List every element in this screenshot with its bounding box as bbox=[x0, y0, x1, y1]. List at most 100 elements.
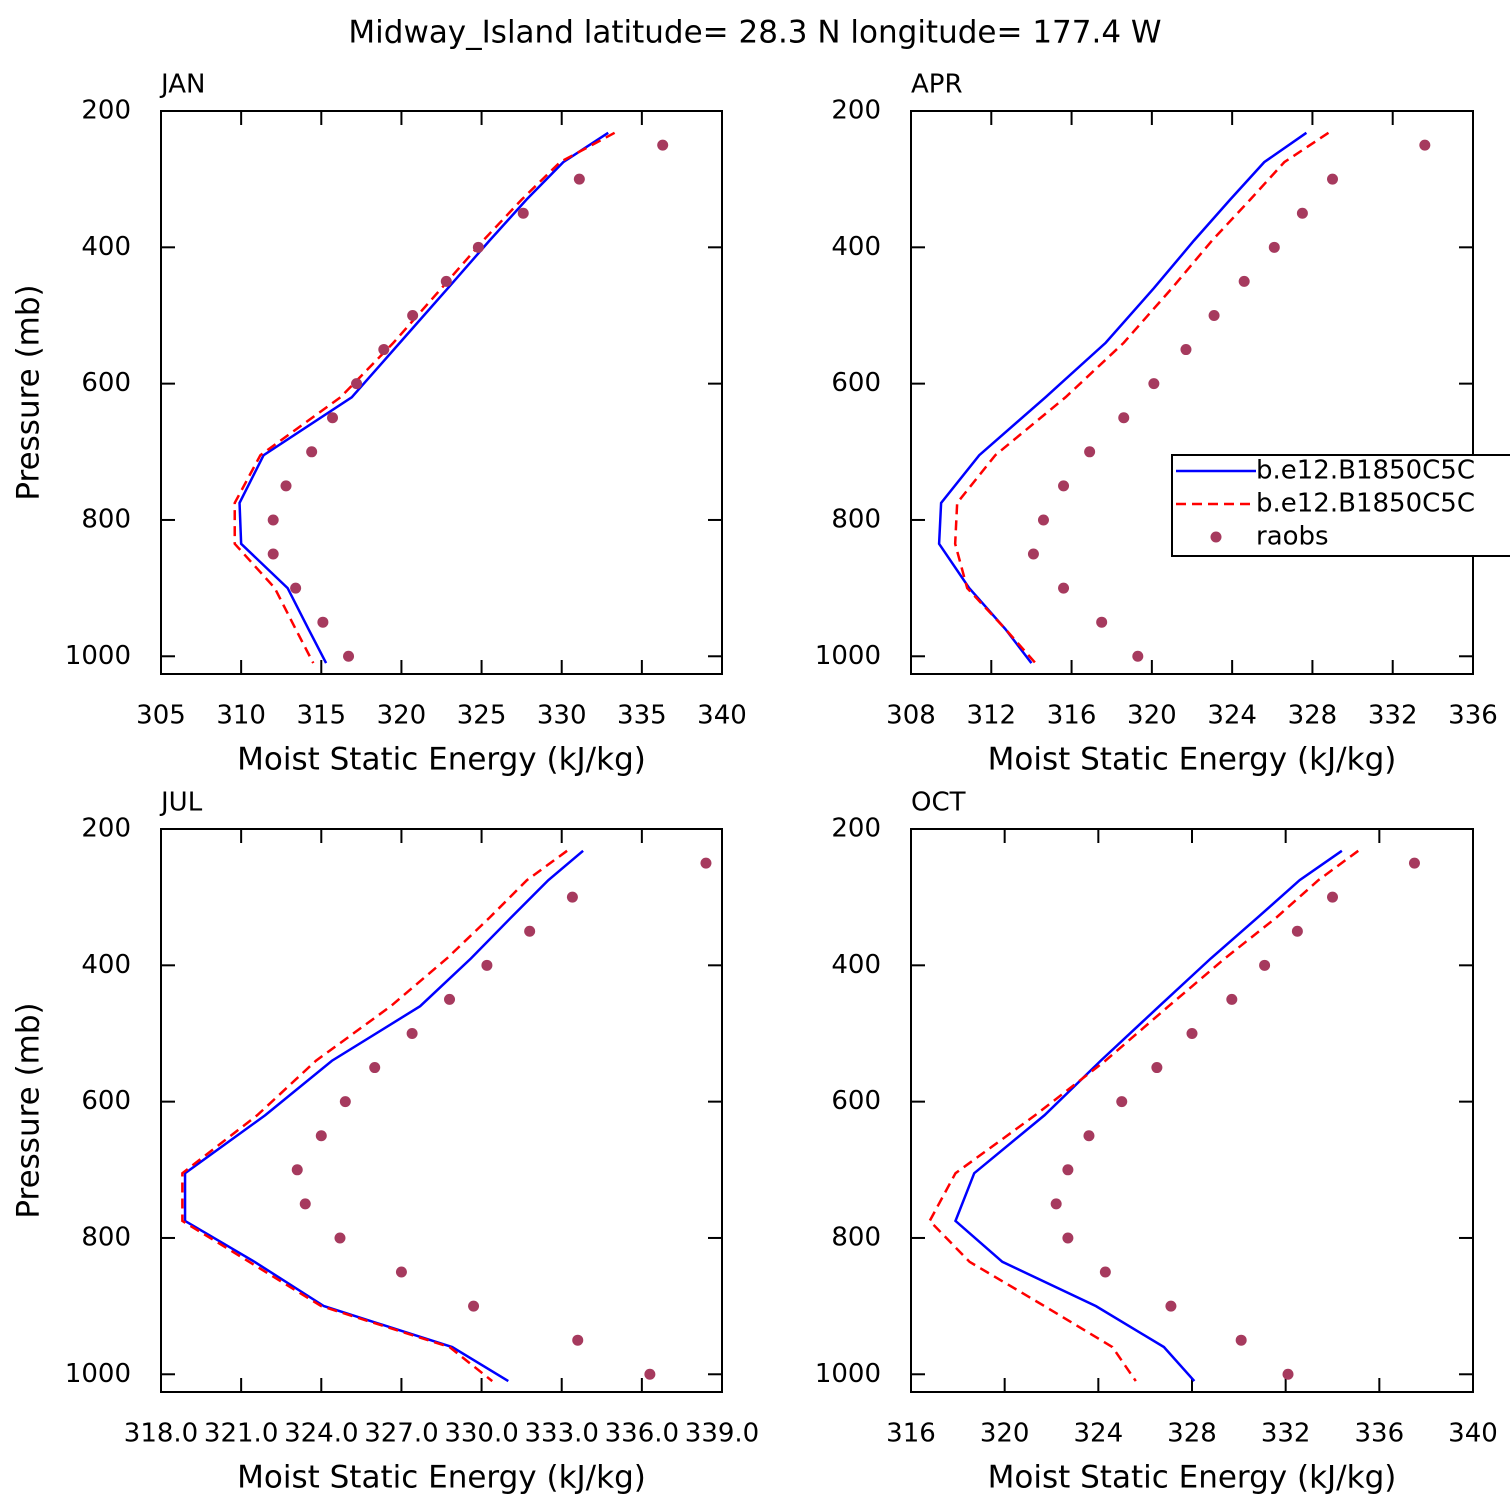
x-tick-label: 330 bbox=[537, 701, 587, 731]
raob-point bbox=[517, 207, 529, 219]
raob-point bbox=[700, 857, 712, 869]
x-tick-label: 328 bbox=[1288, 701, 1338, 731]
panel-title: APR bbox=[911, 70, 963, 100]
legend-label: b.e12.B1850C5C bbox=[1256, 456, 1475, 486]
x-tick-label: 332 bbox=[1261, 1419, 1311, 1449]
y-tick-label: 400 bbox=[831, 232, 881, 262]
model-line bbox=[954, 849, 1343, 1382]
raob-point bbox=[472, 241, 484, 253]
y-tick-label: 800 bbox=[81, 504, 131, 534]
legend-label: raobs bbox=[1256, 522, 1329, 552]
raob-point bbox=[1408, 857, 1420, 869]
raob-point bbox=[1268, 241, 1280, 253]
raob-point bbox=[290, 582, 302, 594]
x-tick-label: 310 bbox=[216, 701, 266, 731]
raob-point bbox=[317, 616, 329, 628]
x-tick-label: 340 bbox=[1448, 1419, 1498, 1449]
x-tick-label: 324 bbox=[1074, 1419, 1124, 1449]
plot-frame bbox=[160, 828, 723, 1393]
x-tick-label: 320 bbox=[980, 1419, 1030, 1449]
x-tick-label: 332 bbox=[1368, 701, 1418, 731]
raob-point bbox=[1132, 650, 1144, 662]
x-tick-label: 335 bbox=[617, 701, 667, 731]
raob-point bbox=[1419, 139, 1431, 151]
plot-frame bbox=[910, 110, 1474, 675]
x-tick-label: 308 bbox=[886, 701, 936, 731]
raob-point bbox=[1327, 173, 1338, 185]
x-tick-label: 318.0 bbox=[124, 1419, 198, 1449]
raob-point bbox=[1226, 993, 1238, 1005]
model-line bbox=[238, 131, 609, 664]
x-tick-label: 327.0 bbox=[364, 1419, 438, 1449]
model-line bbox=[183, 849, 584, 1383]
raob-point bbox=[481, 959, 493, 971]
raob-point bbox=[1027, 548, 1039, 560]
raob-point bbox=[1058, 582, 1070, 594]
x-axis-label: Moist Static Energy (kJ/kg) bbox=[237, 742, 646, 778]
x-tick-label: 336.0 bbox=[605, 1419, 679, 1449]
raob-point bbox=[1099, 1266, 1111, 1278]
raob-point bbox=[327, 412, 339, 424]
raob-point bbox=[267, 548, 279, 560]
y-tick-label: 200 bbox=[831, 814, 881, 844]
raob-point bbox=[280, 480, 292, 492]
x-tick-label: 320 bbox=[1127, 701, 1177, 731]
y-tick-label: 600 bbox=[831, 1086, 881, 1116]
raob-point bbox=[378, 344, 390, 356]
raob-point bbox=[395, 1266, 407, 1278]
plot-frame bbox=[160, 110, 723, 675]
raob-point bbox=[1096, 616, 1108, 628]
raob-point bbox=[1180, 344, 1192, 356]
raob-point bbox=[1235, 1334, 1247, 1346]
y-axis-label: Pressure (mb) bbox=[11, 284, 47, 500]
y-tick-label: 400 bbox=[831, 950, 881, 980]
raob-point bbox=[1296, 207, 1308, 219]
raob-point bbox=[1186, 1027, 1198, 1039]
raob-point bbox=[339, 1096, 351, 1108]
model-line bbox=[181, 849, 568, 1383]
y-tick-label: 200 bbox=[81, 814, 131, 844]
raob-point bbox=[315, 1130, 327, 1142]
raob-point bbox=[440, 275, 452, 287]
x-tick-label: 321.0 bbox=[204, 1419, 278, 1449]
y-axis-label: Pressure (mb) bbox=[11, 1002, 47, 1218]
model-line bbox=[928, 849, 1360, 1382]
raob-point bbox=[1238, 275, 1250, 287]
raob-point bbox=[1282, 1368, 1294, 1380]
y-tick-label: 1000 bbox=[815, 1359, 881, 1389]
y-tick-label: 600 bbox=[831, 368, 881, 398]
panel-title: JUL bbox=[159, 788, 203, 818]
raob-point bbox=[1084, 446, 1096, 458]
raob-point bbox=[468, 1300, 480, 1312]
x-tick-label: 312 bbox=[966, 701, 1016, 731]
raob-point bbox=[291, 1164, 303, 1176]
x-tick-label: 333.0 bbox=[524, 1419, 598, 1449]
x-tick-label: 316 bbox=[886, 1419, 936, 1449]
raob-point bbox=[1151, 1062, 1163, 1074]
y-tick-label: 400 bbox=[81, 232, 131, 262]
raob-point bbox=[1058, 480, 1070, 492]
raob-point bbox=[1037, 514, 1049, 526]
x-axis-label: Moist Static Energy (kJ/kg) bbox=[988, 742, 1397, 778]
raob-point bbox=[334, 1232, 346, 1244]
x-tick-label: 330.0 bbox=[444, 1419, 518, 1449]
x-tick-label: 316 bbox=[1047, 701, 1097, 731]
x-tick-label: 324 bbox=[1207, 701, 1257, 731]
raob-point bbox=[343, 650, 355, 662]
raob-point bbox=[1165, 1300, 1177, 1312]
panel-title: JAN bbox=[159, 70, 205, 100]
y-tick-label: 400 bbox=[81, 950, 131, 980]
legend-label: b.e12.B1850C5C bbox=[1256, 489, 1475, 519]
panel-title: OCT bbox=[911, 788, 966, 818]
x-tick-label: 325 bbox=[457, 701, 507, 731]
y-tick-label: 800 bbox=[831, 504, 881, 534]
raob-point bbox=[524, 925, 536, 937]
y-tick-label: 800 bbox=[831, 1222, 881, 1252]
y-tick-label: 200 bbox=[831, 96, 881, 126]
y-tick-label: 600 bbox=[81, 1086, 131, 1116]
raob-point bbox=[1327, 891, 1338, 903]
raob-point bbox=[1083, 1130, 1095, 1142]
x-axis-label: Moist Static Energy (kJ/kg) bbox=[988, 1460, 1397, 1496]
raob-point bbox=[644, 1368, 656, 1380]
